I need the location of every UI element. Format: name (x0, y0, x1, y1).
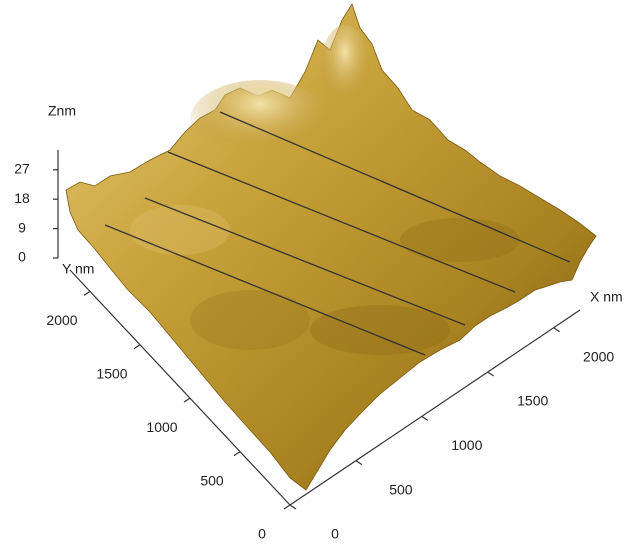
z-tick-label: 9 (18, 219, 26, 235)
x-tick (356, 461, 362, 465)
y-tick (184, 398, 190, 402)
y-tick (134, 345, 140, 349)
x-axis-label: X nm (590, 289, 623, 305)
y-tick (84, 291, 90, 295)
x-tick-label: 2000 (583, 348, 614, 364)
y-tick-label: 500 (200, 472, 224, 488)
x-tick-label: 500 (389, 481, 413, 497)
y-tick (234, 452, 240, 456)
y-axis-label: Y nm (62, 261, 94, 277)
y-tick-label: 0 (258, 526, 266, 542)
y-tick-label: 2000 (46, 312, 77, 328)
z-tick-label: 18 (14, 190, 30, 206)
y-tick-label: 1000 (146, 419, 177, 435)
z-axis-label: Znm (48, 103, 76, 119)
z-tick-label: 27 (14, 161, 30, 177)
surface (66, 4, 596, 490)
x-tick (488, 372, 494, 376)
x-tick (554, 328, 560, 332)
x-tick (422, 416, 428, 420)
y-tick (284, 505, 290, 509)
x-tick-label: 1000 (451, 437, 482, 453)
z-tick-label: 0 (18, 249, 26, 265)
y-tick-label: 1500 (96, 365, 127, 381)
page: {"chart_data": {"type": "surface", "xlab… (0, 0, 643, 549)
x-tick (290, 505, 296, 509)
chart: Znm Y nm X nm 0 500 1000 1500 2000 0 500 1000 15… (0, 0, 643, 549)
x-tick-label: 1500 (517, 393, 548, 409)
x-tick-label: 0 (331, 526, 339, 542)
